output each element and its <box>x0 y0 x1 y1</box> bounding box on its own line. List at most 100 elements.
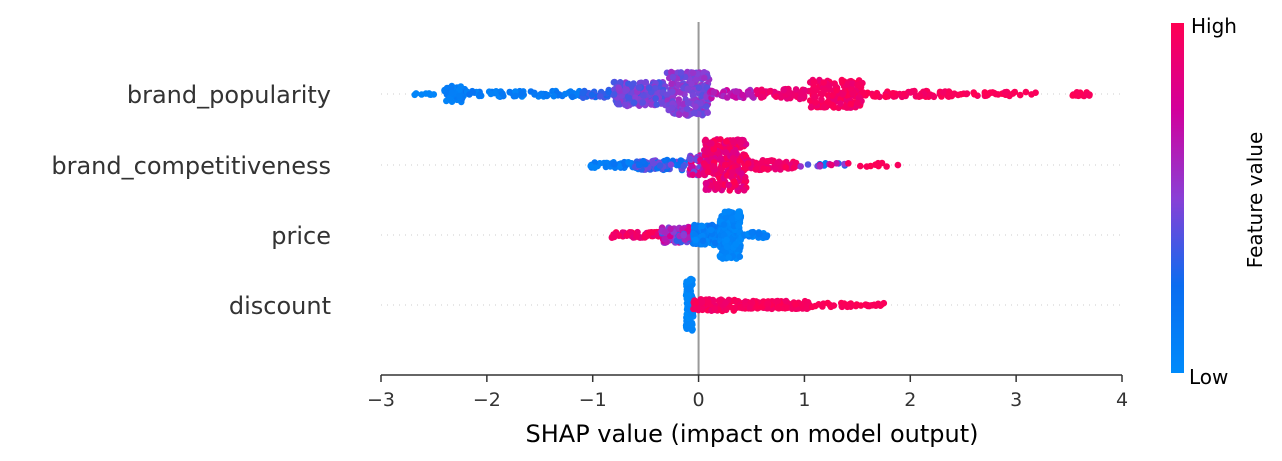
shap-point <box>849 80 856 87</box>
shap-point <box>537 90 545 98</box>
shap-point <box>740 187 748 194</box>
shap-point <box>930 93 938 101</box>
shap-point <box>412 90 420 97</box>
shap-point <box>889 90 897 97</box>
shap-point <box>569 93 576 101</box>
shap-point <box>963 90 971 97</box>
shap-point <box>730 178 738 185</box>
shap-point <box>550 92 558 100</box>
shap-point <box>689 92 697 99</box>
shap-point <box>856 82 863 89</box>
shap-point <box>739 91 746 99</box>
shap-point <box>487 90 495 98</box>
shap-point <box>621 101 629 108</box>
shap-point <box>883 163 890 170</box>
shap-point <box>698 222 706 230</box>
shap-point <box>804 299 812 307</box>
shap-point <box>820 79 827 86</box>
feature-label: discount <box>229 292 331 320</box>
shap-point <box>721 161 729 169</box>
x-tick-label: −2 <box>473 389 501 411</box>
shap-point <box>658 99 666 106</box>
shap-point <box>730 148 737 156</box>
shap-point <box>824 299 831 307</box>
shap-point <box>703 84 711 91</box>
x-tick-label: −3 <box>367 389 395 411</box>
shap-point <box>722 306 730 314</box>
shap-point <box>702 136 709 144</box>
shap-point <box>816 163 824 170</box>
shap-point <box>642 78 650 86</box>
shap-point <box>684 306 692 313</box>
shap-point <box>703 103 710 110</box>
shap-point <box>766 88 773 95</box>
shap-point <box>683 295 691 303</box>
shap-point <box>720 221 728 228</box>
shap-point <box>725 208 732 215</box>
shap-point <box>849 90 856 97</box>
shap-point <box>809 303 816 311</box>
shap-point <box>723 236 730 244</box>
shap-point <box>730 139 738 146</box>
shap-point <box>748 93 756 100</box>
shap-point <box>845 160 852 167</box>
shap-point <box>567 88 574 95</box>
shap-point <box>645 84 653 92</box>
shap-point <box>709 163 717 170</box>
feature-points-discount <box>682 275 888 334</box>
shap-point <box>722 213 730 221</box>
shap-point <box>853 301 860 308</box>
shap-point <box>775 305 783 312</box>
shap-point <box>1069 92 1076 99</box>
x-tick-label: 3 <box>1010 389 1022 411</box>
shap-point <box>729 154 737 162</box>
shap-point <box>1009 90 1017 97</box>
shap-point <box>688 319 696 327</box>
shap-point <box>427 91 435 98</box>
shap-point <box>667 225 674 233</box>
shap-point <box>579 89 587 96</box>
shap-point <box>833 160 840 167</box>
shap-point <box>744 160 752 167</box>
shap-point <box>596 160 604 167</box>
colorbar: High Low Feature value <box>1171 14 1267 389</box>
shap-point <box>878 159 886 167</box>
shap-point <box>640 92 647 99</box>
shap-point <box>648 229 655 236</box>
shap-point <box>639 99 646 106</box>
shap-point <box>971 91 978 98</box>
shap-point <box>684 99 692 107</box>
shap-point <box>512 92 520 100</box>
shap-point <box>752 166 760 173</box>
shap-point <box>764 300 771 307</box>
shap-point <box>854 99 861 107</box>
shap-point <box>774 297 781 305</box>
shap-point <box>737 139 744 146</box>
shap-point <box>772 93 780 100</box>
shap-point <box>1001 89 1009 96</box>
shap-point <box>699 237 707 245</box>
shap-point <box>669 88 676 95</box>
shap-point <box>708 140 715 147</box>
shap-point <box>692 103 699 110</box>
x-tick-label: 4 <box>1116 389 1128 411</box>
colorbar-gradient <box>1171 23 1184 373</box>
shap-point <box>719 255 726 262</box>
shap-point <box>775 158 783 166</box>
x-tick-label: 0 <box>693 389 705 411</box>
shap-point <box>782 164 790 171</box>
shap-point <box>695 84 703 92</box>
shap-point <box>652 95 659 102</box>
shap-point <box>792 159 800 167</box>
shap-point <box>625 159 632 166</box>
shap-point <box>828 161 835 169</box>
shap-point <box>772 165 779 173</box>
shap-point <box>650 160 657 167</box>
shap-point <box>693 299 700 306</box>
shap-point <box>753 87 761 94</box>
shap-point <box>872 92 880 100</box>
shap-point <box>710 88 718 96</box>
shap-point <box>810 87 817 95</box>
shap-point <box>681 73 689 81</box>
shap-point <box>684 301 691 308</box>
